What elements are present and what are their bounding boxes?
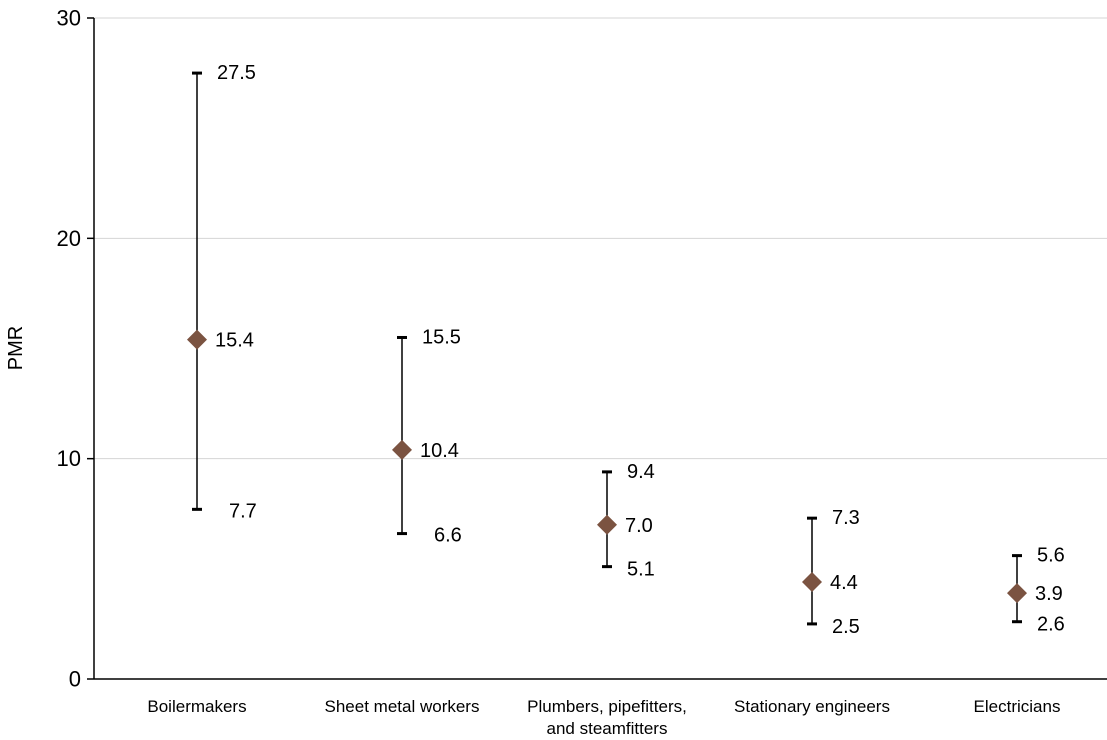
category-label-line: Plumbers, pipefitters, bbox=[527, 697, 687, 716]
category-label-3: Stationary engineers bbox=[734, 697, 890, 716]
axes: PMR bbox=[5, 18, 1107, 680]
gridlines bbox=[94, 17, 1107, 460]
upper-ci-label: 5.6 bbox=[1037, 545, 1065, 567]
data-marks: 27.5 15.4 7.7 15.5 10.4 6.6 9.4 7.0 5.1 7.3 4.4 2.5… bbox=[187, 62, 1065, 638]
category-label-line: Sheet metal workers bbox=[325, 697, 480, 716]
y-tick-label-30: 30 bbox=[57, 6, 81, 31]
upper-ci-label: 27.5 bbox=[217, 62, 256, 84]
lower-ci-label: 6.6 bbox=[434, 525, 462, 547]
y-tick-label-10: 10 bbox=[57, 446, 81, 471]
point-marker bbox=[187, 329, 207, 350]
upper-ci-label: 15.5 bbox=[422, 326, 461, 348]
lower-ci-label: 7.7 bbox=[229, 500, 257, 522]
point-value-label: 3.9 bbox=[1035, 583, 1063, 605]
y-tick-label-20: 20 bbox=[57, 226, 81, 251]
category-label-1: Sheet metal workers bbox=[325, 697, 480, 716]
point-marker bbox=[802, 572, 822, 593]
category-label-line: Stationary engineers bbox=[734, 697, 890, 716]
point-value-label: 10.4 bbox=[420, 440, 459, 462]
y-ticks: 0 10 20 30 bbox=[57, 6, 94, 692]
data-point-group-1: 15.5 10.4 6.6 bbox=[392, 326, 462, 547]
point-value-label: 4.4 bbox=[830, 572, 858, 594]
category-label-2: Plumbers, pipefitters, and steamfitters bbox=[527, 697, 687, 738]
category-label-line: Electricians bbox=[974, 697, 1061, 716]
upper-ci-label: 9.4 bbox=[627, 461, 655, 483]
category-labels: Boilermakers Sheet metal workers Plumbers,… bbox=[147, 697, 1060, 738]
lower-ci-label: 2.5 bbox=[832, 616, 860, 638]
category-label-line: Boilermakers bbox=[147, 697, 246, 716]
data-point-group-2: 9.4 7.0 5.1 bbox=[597, 461, 655, 581]
data-point-group-3: 7.3 4.4 2.5 bbox=[802, 507, 860, 638]
data-point-group-4: 5.6 3.9 2.6 bbox=[1007, 545, 1065, 636]
category-label-4: Electricians bbox=[974, 697, 1061, 716]
point-marker bbox=[597, 514, 617, 535]
lower-ci-label: 2.6 bbox=[1037, 614, 1065, 636]
upper-ci-label: 7.3 bbox=[832, 507, 860, 529]
point-value-label: 7.0 bbox=[625, 515, 653, 537]
point-marker bbox=[1007, 583, 1027, 604]
data-point-group-0: 27.5 15.4 7.7 bbox=[187, 62, 257, 522]
category-label-0: Boilermakers bbox=[147, 697, 246, 716]
y-axis-title: PMR bbox=[5, 326, 27, 370]
category-label-line: and steamfitters bbox=[547, 719, 668, 738]
point-value-label: 15.4 bbox=[215, 330, 254, 352]
lower-ci-label: 5.1 bbox=[627, 559, 655, 581]
point-marker bbox=[392, 439, 412, 460]
y-tick-label-0: 0 bbox=[69, 667, 81, 692]
